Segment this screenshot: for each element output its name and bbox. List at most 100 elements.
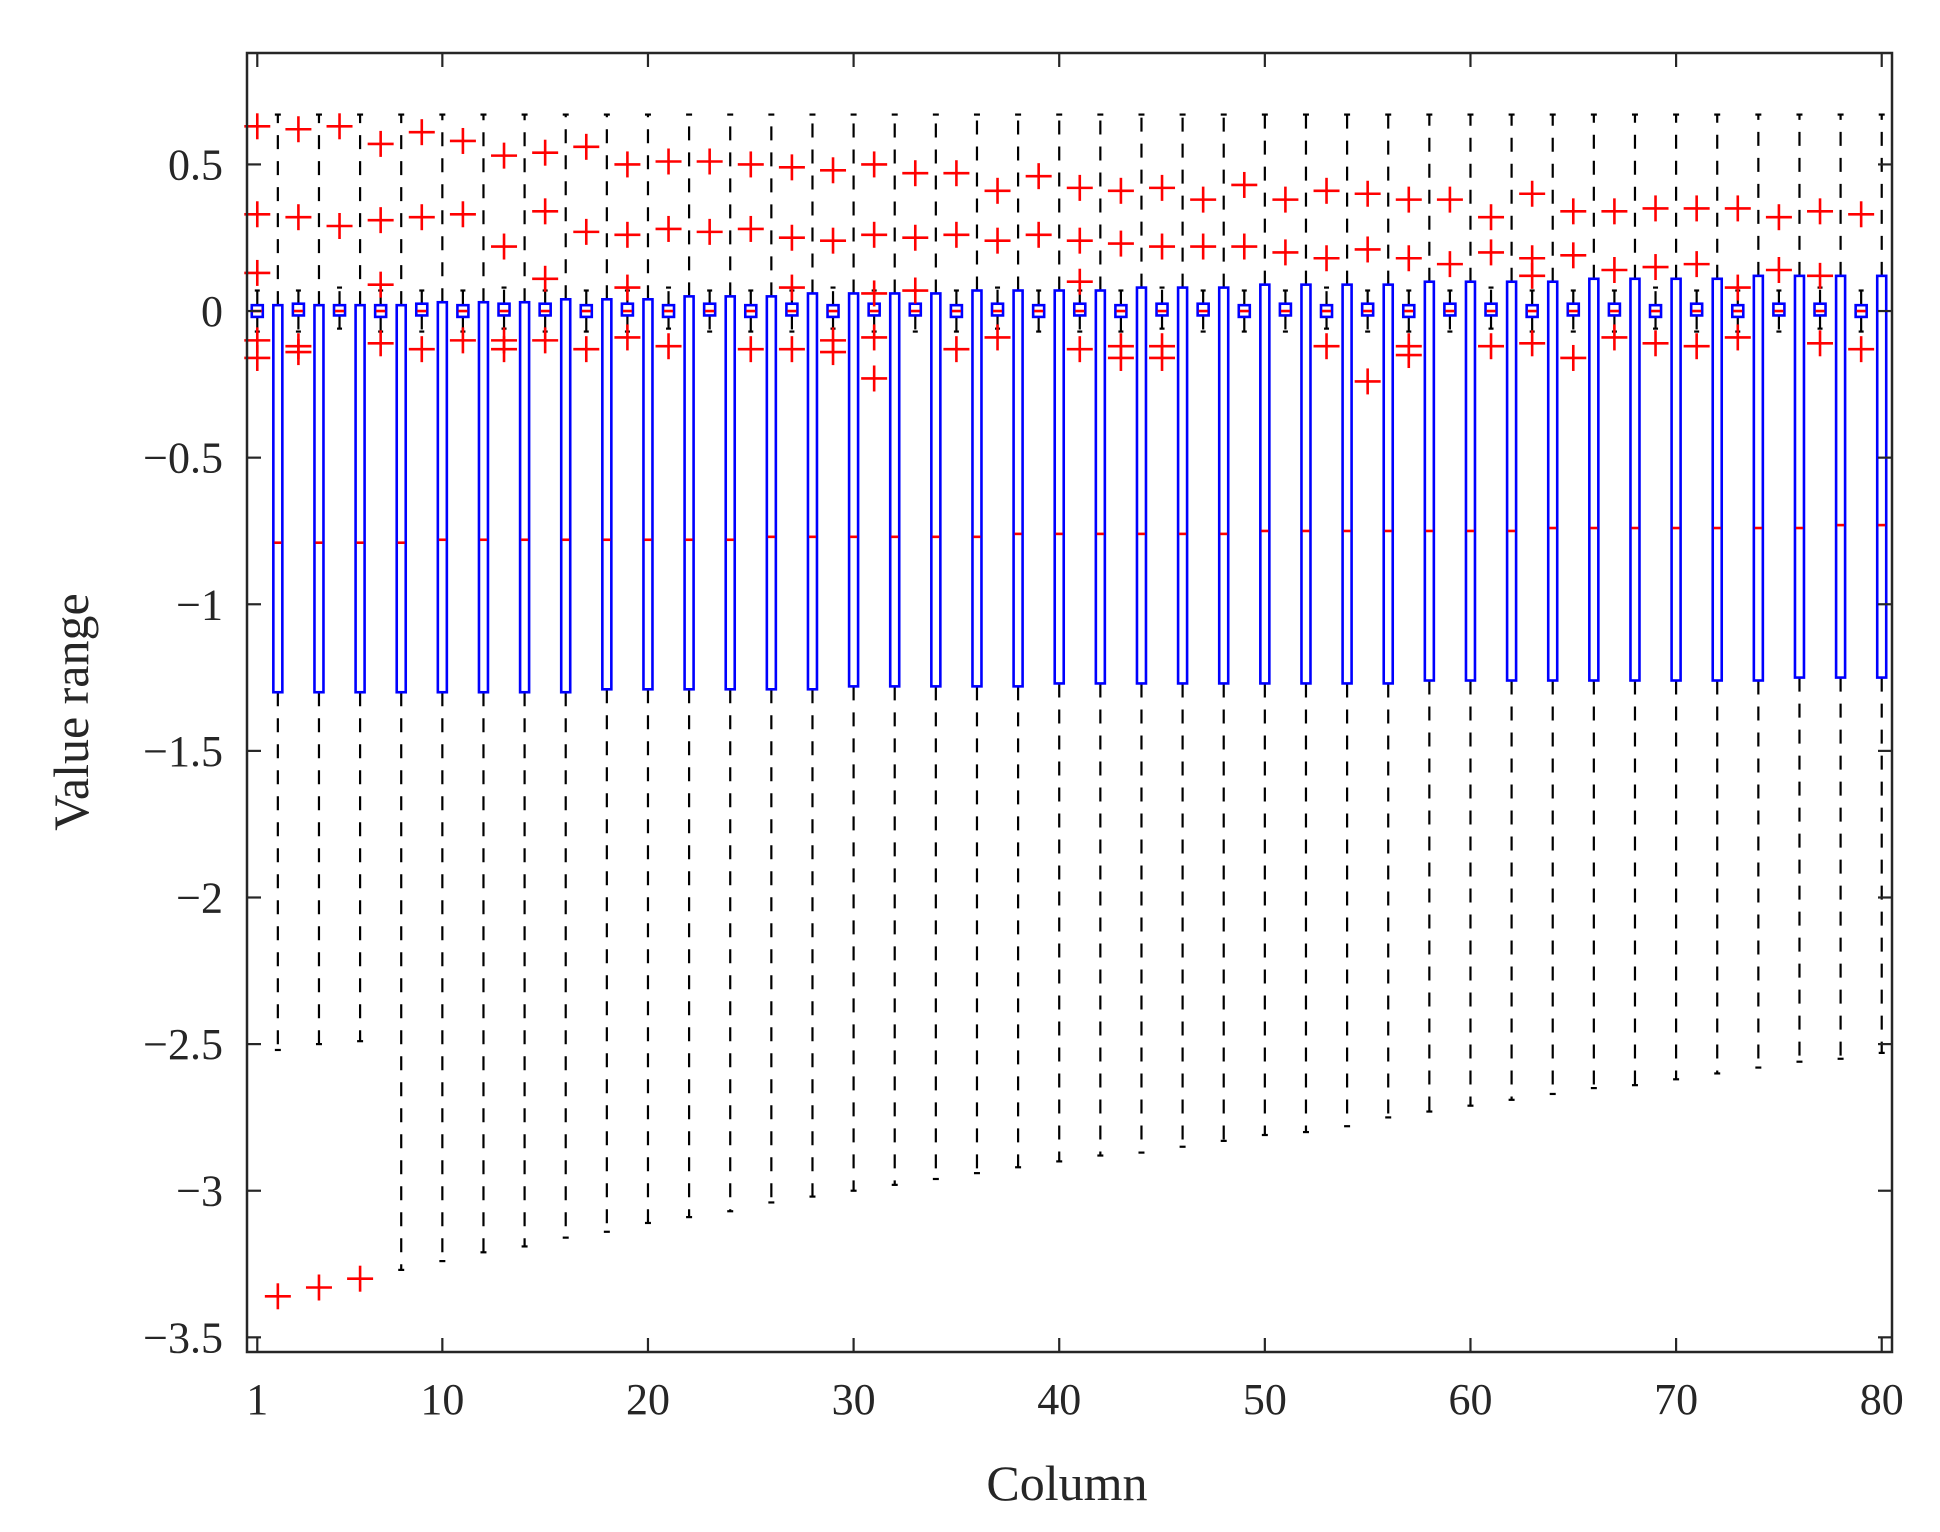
outlier-marker xyxy=(861,365,888,392)
outlier-marker xyxy=(943,221,970,248)
wide-box-group xyxy=(1012,113,1024,1169)
y-tick-label: −3.5 xyxy=(143,1313,223,1362)
outlier-marker xyxy=(778,224,805,251)
outlier-marker xyxy=(614,151,641,178)
narrow-box-group xyxy=(532,139,559,354)
wide-box-group xyxy=(642,113,654,1225)
wide-box-group xyxy=(683,113,695,1219)
outlier-marker xyxy=(1724,195,1751,222)
outlier-marker xyxy=(1149,233,1176,260)
outlier-marker xyxy=(1190,186,1217,213)
wide-box-group xyxy=(1341,113,1353,1128)
outlier-marker xyxy=(1066,268,1093,295)
y-tick-label: −3 xyxy=(176,1167,223,1216)
outlier-marker xyxy=(696,218,723,245)
box xyxy=(1875,274,1888,679)
wide-box-group xyxy=(806,113,819,1198)
narrow-box-group xyxy=(1066,174,1093,363)
outlier-marker xyxy=(861,221,888,248)
narrow-box-group xyxy=(326,113,353,330)
box xyxy=(1360,302,1375,317)
outlier-marker xyxy=(1848,201,1875,228)
box xyxy=(1772,302,1786,317)
outlier-marker xyxy=(1190,233,1217,260)
y-tick-labels: 0.5 0 −0.5 −1 −1.5 −2 −2.5 −3 −3.5 xyxy=(143,140,223,1362)
outlier-marker xyxy=(367,330,394,357)
outlier-marker xyxy=(408,119,435,146)
x-tick-labels: 1 10 20 30 40 50 60 70 80 xyxy=(246,1375,1903,1424)
outlier-marker xyxy=(1395,342,1422,369)
box xyxy=(971,289,983,688)
outlier-marker xyxy=(305,1274,332,1301)
narrow-box-group xyxy=(1478,204,1505,360)
box xyxy=(1588,277,1600,682)
x-tick-label: 10 xyxy=(420,1375,464,1424)
outlier-marker xyxy=(1683,195,1710,222)
outlier-marker xyxy=(1272,186,1299,213)
outlier-marker xyxy=(737,151,764,178)
narrow-box-group xyxy=(943,160,970,363)
outlier-marker xyxy=(984,227,1011,254)
outlier-marker xyxy=(778,336,805,363)
box xyxy=(1505,280,1518,682)
box xyxy=(1012,289,1024,688)
wide-box-group xyxy=(1300,113,1312,1134)
outlier-marker xyxy=(532,198,559,225)
outlier-marker xyxy=(614,221,641,248)
box xyxy=(1237,303,1252,319)
box xyxy=(477,300,490,694)
box xyxy=(1793,274,1806,679)
narrow-box-group xyxy=(1107,177,1134,371)
box xyxy=(826,303,840,319)
box xyxy=(559,298,572,694)
outlier-marker xyxy=(1560,242,1587,269)
outlier-marker xyxy=(614,274,641,301)
narrow-box-group xyxy=(820,157,847,366)
outlier-marker xyxy=(1231,233,1258,260)
box xyxy=(1031,303,1046,319)
wide-box-group xyxy=(1629,113,1641,1087)
narrow-box-group xyxy=(1190,186,1217,333)
outlier-marker xyxy=(244,259,271,286)
outlier-marker xyxy=(244,344,271,371)
narrow-box-group xyxy=(1149,174,1176,371)
outlier-marker xyxy=(943,160,970,187)
outlier-marker xyxy=(778,274,805,301)
axes-ticks xyxy=(247,53,1892,1352)
outlier-marker xyxy=(408,204,435,231)
box xyxy=(1546,280,1559,682)
wide-box-group xyxy=(847,113,860,1192)
outlier-marker xyxy=(367,271,394,298)
box xyxy=(683,295,695,691)
outlier-marker xyxy=(902,224,929,251)
narrow-box-group xyxy=(1642,195,1669,357)
box xyxy=(1114,303,1128,319)
box xyxy=(620,302,635,317)
narrow-box-group xyxy=(1724,195,1751,351)
box xyxy=(1566,302,1581,317)
outlier-marker xyxy=(1436,186,1463,213)
box xyxy=(1053,289,1066,685)
wide-box-group xyxy=(347,113,374,1292)
outlier-marker xyxy=(449,327,476,354)
y-tick-label: 0.5 xyxy=(168,140,223,189)
outlier-marker xyxy=(655,148,682,175)
narrow-box-group xyxy=(1231,171,1258,333)
narrow-box-group xyxy=(614,151,641,351)
box xyxy=(373,303,388,319)
box xyxy=(702,302,717,317)
box xyxy=(990,302,1005,317)
box xyxy=(538,302,552,317)
outlier-marker xyxy=(1519,330,1546,357)
outlier-marker xyxy=(367,207,394,234)
outlier-marker xyxy=(1478,239,1505,266)
narrow-box-group xyxy=(367,130,394,357)
narrow-box-group xyxy=(1848,201,1875,363)
box xyxy=(724,295,737,691)
narrow-box-group xyxy=(1560,198,1587,371)
wide-box-group xyxy=(1670,113,1682,1081)
y-tick-label: −1 xyxy=(176,580,223,629)
box xyxy=(1525,303,1539,319)
narrow-box-group xyxy=(902,160,929,333)
